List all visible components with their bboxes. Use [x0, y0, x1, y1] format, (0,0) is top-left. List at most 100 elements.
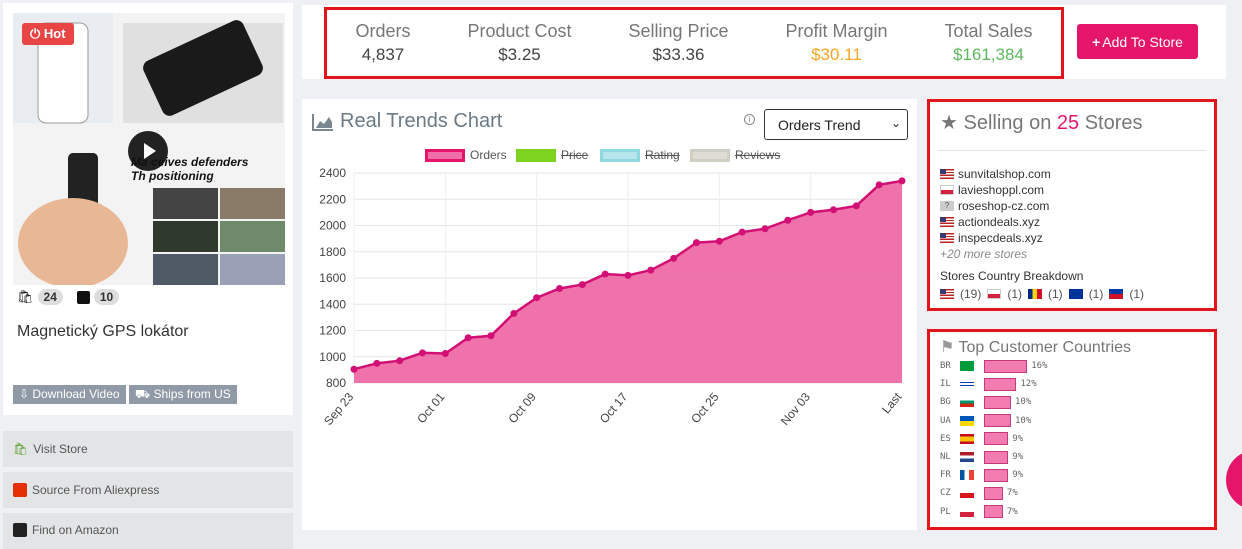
shopify-count-value: 24 [37, 289, 63, 305]
country-bar [984, 486, 1003, 500]
store-item[interactable]: inspecdeals.xyz [940, 231, 1043, 245]
stores-count: 25 [1056, 112, 1080, 134]
orders-point [715, 237, 723, 245]
country-row: UA 10% [940, 414, 1031, 428]
find-amazon-button[interactable]: Find on Amazon [3, 513, 293, 549]
country-code: NL [940, 452, 951, 462]
legend-price[interactable]: Price [516, 148, 588, 162]
download-video-label: Download Video [32, 387, 120, 401]
chat-button[interactable] [1226, 450, 1242, 510]
breakdown-count: (19) [960, 287, 982, 301]
stats-box: Orders 4,837 Product Cost $3.25 Selling … [324, 7, 1064, 79]
product-image[interactable]: ⏻ Hot Ma ceives defenders Th positioning [13, 13, 285, 285]
add-to-store-button[interactable]: + Add To Store [1077, 24, 1198, 59]
country-breakdown: (19) (1) (1) (1) (1) [940, 287, 1144, 301]
area-chart-icon [312, 113, 333, 131]
product-title[interactable]: Magnetický GPS lokátor [17, 323, 189, 340]
stores-title-prefix: Selling on [963, 112, 1052, 134]
stat-label: Total Sales [944, 21, 1033, 41]
country-percent: 12% [1020, 379, 1037, 390]
stat-orders: Orders 4,837 [355, 21, 410, 65]
orders-point [738, 228, 746, 236]
country-row: FR 9% [940, 468, 1023, 482]
legend-swatch [600, 148, 640, 162]
legend-reviews[interactable]: Reviews [690, 148, 780, 162]
country-bar [984, 432, 1009, 446]
photo-grid [153, 188, 285, 285]
stat-label: Profit Margin [785, 21, 888, 41]
orders-point [670, 254, 678, 262]
stores-title: ★ Selling on 25 Stores [940, 110, 1143, 135]
country-bar [984, 359, 1028, 373]
country-bar [984, 377, 1017, 391]
more-stores-link[interactable]: +20 more stores [940, 247, 1028, 261]
stat-label: Selling Price [628, 21, 729, 41]
orders-point [396, 357, 404, 365]
bg-flag-icon [960, 397, 974, 408]
country-code: BG [940, 397, 951, 408]
store-name: roseshop-cz.com [958, 199, 1050, 213]
stat-selling-price: Selling Price $33.36 [628, 21, 728, 65]
store-item[interactable]: sunvitalshop.com [940, 167, 1051, 181]
stat-profit-margin: Profit Margin $30.11 [785, 21, 887, 65]
image-caption: Ma ceives defenders Th positioning [131, 155, 248, 183]
play-video-button[interactable] [128, 131, 168, 171]
orders-point [852, 202, 860, 210]
product-card: ⏻ Hot Ma ceives defenders Th positioning … [3, 3, 293, 415]
shopify-count: 🛍 24 [17, 289, 63, 305]
ro-flag-icon [1028, 289, 1043, 299]
x-tick-label: Oct 09 [506, 390, 540, 426]
country-row: BR 16% [940, 359, 1047, 373]
download-video-button[interactable]: ⇩ Download Video [13, 385, 126, 404]
amazon-icon [13, 523, 27, 537]
country-code: UA [940, 415, 951, 426]
country-percent: 9% [1012, 433, 1024, 444]
eu-flag-icon [1068, 289, 1083, 299]
ships-from-badge[interactable]: ⛟ Ships from US [129, 385, 237, 404]
y-tick-label: 1200 [319, 324, 346, 338]
orders-point [441, 349, 449, 357]
country-percent: 16% [1031, 361, 1048, 371]
country-bar [984, 450, 1009, 464]
stat-value: $33.36 [652, 45, 705, 64]
plus-icon: + [1092, 33, 1101, 50]
store-item[interactable]: actiondeals.xyz [940, 215, 1040, 229]
source-aliexpress-button[interactable]: Source From Aliexpress [3, 472, 293, 508]
bag-icon [76, 290, 90, 304]
country-bar [984, 505, 1003, 519]
breakdown-title: Stores Country Breakdown [940, 269, 1084, 283]
divider [938, 150, 1206, 151]
x-tick-label: Oct 01 [414, 390, 448, 426]
country-percent: 9% [1012, 470, 1024, 481]
country-code: ES [940, 433, 951, 444]
country-bar [984, 468, 1009, 482]
trend-select-value: Orders Trend [778, 116, 861, 133]
unknown-flag-icon: ? [940, 201, 954, 211]
trend-select[interactable]: Orders Trend ⌄ [764, 109, 908, 140]
aliexpress-icon [13, 483, 27, 497]
store-item[interactable]: lavieshoppl.com [940, 183, 1044, 197]
chevron-down-icon: ⌄ [890, 116, 901, 130]
orders-point [807, 208, 815, 216]
other-platform-count: 10 [76, 289, 120, 305]
nl-flag-icon [960, 452, 974, 462]
country-row: CZ 7% [940, 486, 1018, 500]
legend-orders[interactable]: Orders [425, 148, 507, 162]
countries-title-text: Top Customer Countries [958, 339, 1132, 356]
orders-point [784, 216, 792, 224]
store-item[interactable]: ? roseshop-cz.com [940, 199, 1049, 213]
info-icon[interactable]: i [744, 114, 755, 125]
y-tick-label: 1800 [319, 245, 346, 259]
orders-point [533, 294, 541, 302]
breakdown-count: (1) [1007, 287, 1023, 301]
legend-rating[interactable]: Rating [600, 148, 680, 162]
country-code: BR [940, 361, 951, 371]
orders-point [464, 334, 472, 342]
country-percent: 10% [1015, 415, 1032, 426]
cz-flag-icon [960, 488, 974, 499]
y-tick-label: 1000 [319, 350, 346, 364]
br-flag-icon [960, 361, 974, 371]
stores-title-suffix: Stores [1084, 112, 1143, 134]
country-bar [984, 414, 1011, 428]
visit-store-button[interactable]: 🛍 Visit Store [3, 431, 293, 467]
